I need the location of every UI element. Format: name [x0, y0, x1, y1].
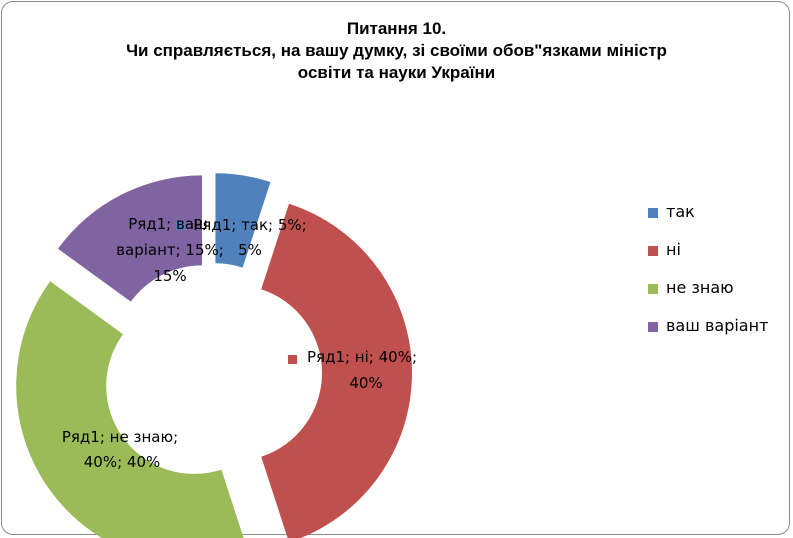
slice-ni	[261, 203, 412, 538]
data-label-tak-line-2: 5%	[238, 241, 262, 259]
legend-label-ni: ні	[666, 240, 681, 259]
slice-vash-variant	[58, 175, 203, 302]
data-label-marker-ne-znayu	[42, 436, 51, 445]
slice-tak	[215, 173, 271, 268]
data-label-marker-tak	[176, 221, 185, 230]
chart-title-line-3: освіти та науки України	[297, 63, 496, 82]
data-label-ni-line-1: Ряд1; ні; 40%;	[307, 348, 417, 366]
data-label-marker-vash-variant	[95, 223, 104, 232]
chart-title-line-1: Питання 10.	[346, 19, 447, 38]
legend-swatch-tak	[648, 208, 658, 218]
chart-title-line-2: Чи справляється, на вашу думку, зі своїм…	[126, 41, 667, 60]
data-label-vash-variant-line-2: варіант; 15%;	[116, 241, 224, 259]
chart-title: Питання 10. Чи справляється, на вашу дум…	[0, 18, 793, 84]
legend-label-tak: так	[666, 202, 695, 221]
data-label-ne-znayu-line-2: 40%; 40%	[84, 453, 161, 471]
legend-swatch-ni	[648, 246, 658, 256]
data-label-tak-line-1: Ряд1; так; 5%;	[193, 216, 306, 234]
legend-swatch-ne-znayu	[648, 284, 658, 294]
slice-ne-znayu	[16, 281, 244, 538]
data-label-ni-line-2: 40%	[349, 374, 382, 392]
data-label-vash-variant-line-3: 15%	[153, 267, 186, 285]
legend-label-vash-variant: ваш варіант	[666, 316, 769, 335]
legend-swatch-vash-variant	[648, 322, 658, 332]
legend-label-ne-znayu: не знаю	[666, 278, 734, 297]
data-label-vash-variant-line-1: Ряд1; ваш	[128, 215, 208, 233]
data-label-ne-znayu-line-1: Ряд1; не знаю;	[62, 428, 178, 446]
data-label-marker-ni	[288, 355, 297, 364]
